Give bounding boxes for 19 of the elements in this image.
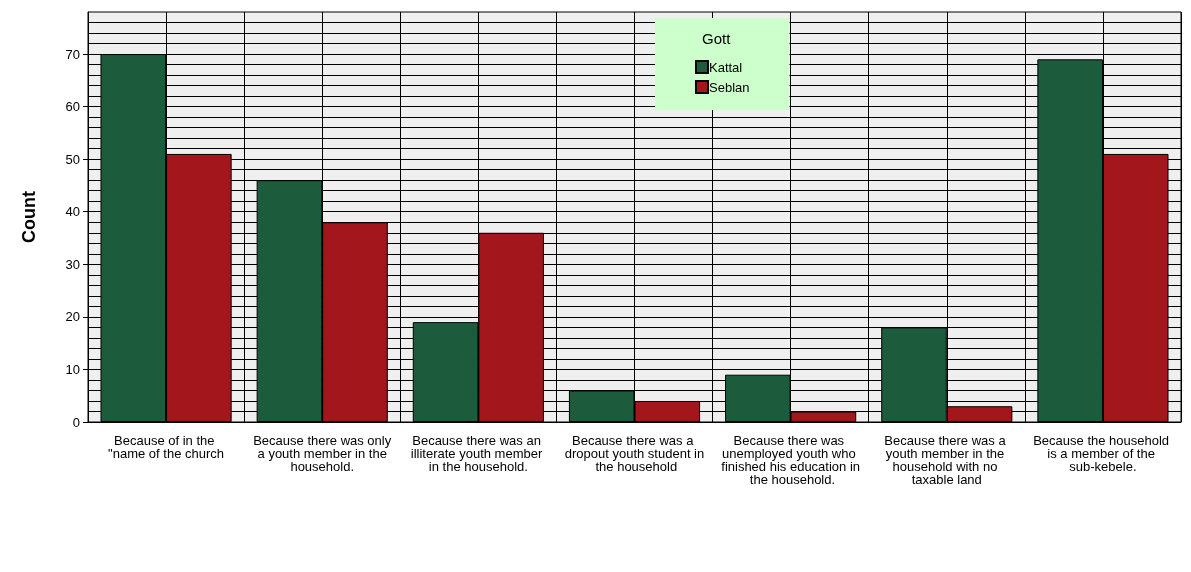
y-tick-label: 70 bbox=[65, 46, 80, 62]
x-tick-label: Because there was an illiterate youth member in the household. bbox=[410, 433, 546, 474]
y-tick-label: 10 bbox=[65, 361, 80, 377]
y-tick-label: 60 bbox=[65, 99, 80, 115]
y-tick-label: 30 bbox=[65, 256, 80, 272]
y-axis-title: Count bbox=[19, 191, 39, 243]
y-tick-label: 40 bbox=[65, 204, 80, 220]
y-tick-label: 50 bbox=[65, 151, 80, 167]
y-tick-label: 20 bbox=[65, 309, 80, 325]
x-tick-label: Because of in the "name of the church bbox=[108, 433, 225, 461]
x-tick-label: Because the household is a member of the sub-kebele. bbox=[1033, 433, 1173, 474]
x-tick-label: Because there was unemployed youth who finished his education in the household. bbox=[721, 433, 861, 487]
x-tick-label: Because there was a dropout youth student in the household bbox=[564, 433, 705, 474]
legend-title: Gott bbox=[702, 30, 732, 47]
x-tick-label: Because there was a youth member in the household with no taxable land bbox=[884, 433, 1010, 487]
legend-label: Seblan bbox=[709, 79, 750, 95]
y-tick-label: 0 bbox=[72, 414, 80, 430]
x-tick-label: Because there was only a youth member in the household. bbox=[253, 433, 392, 474]
legend-label: Kattal bbox=[709, 59, 743, 75]
